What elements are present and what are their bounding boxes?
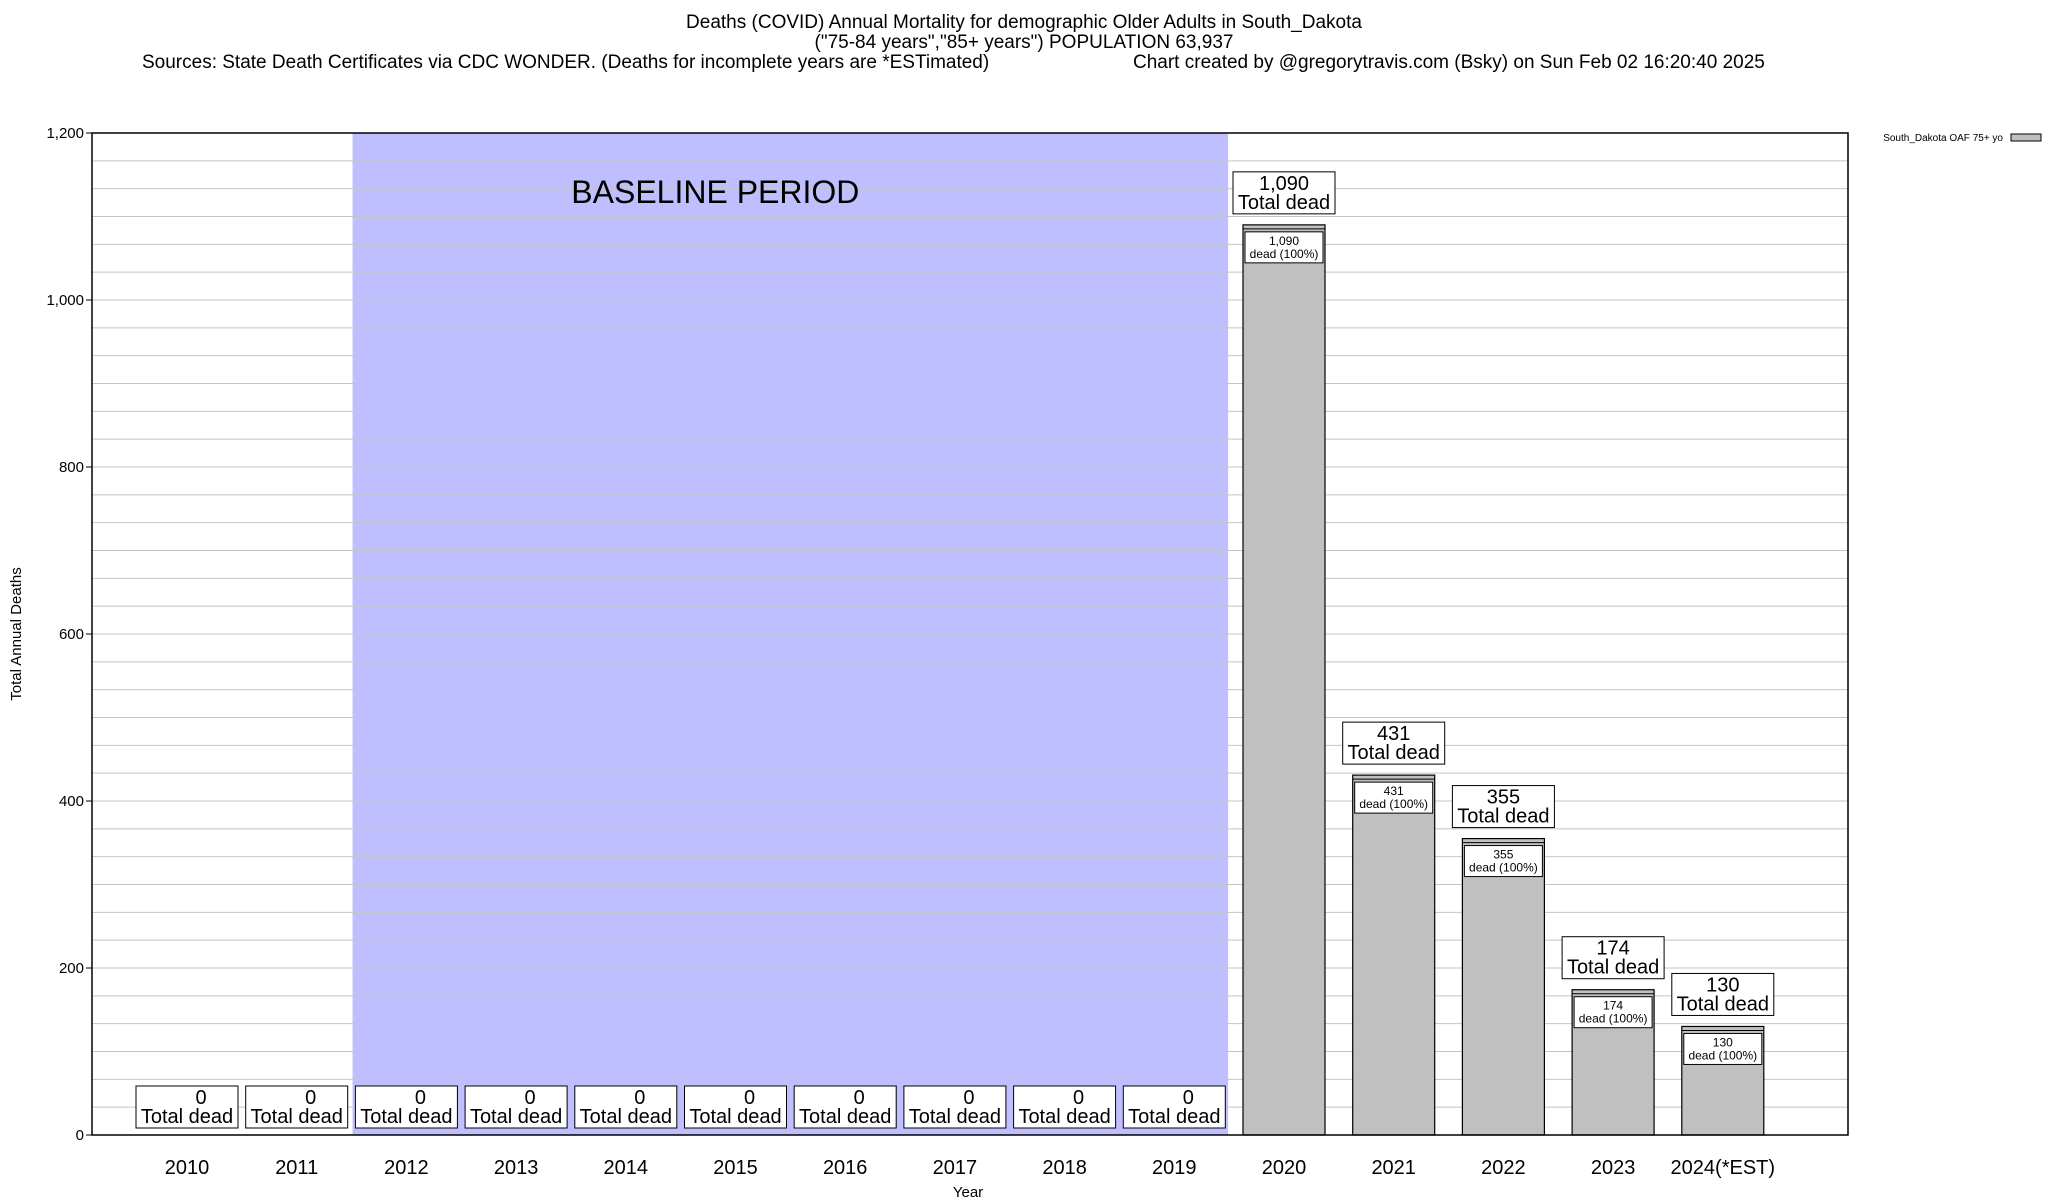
total-caption: Total dead (1018, 1106, 1110, 1128)
bar-label: 431 (1384, 784, 1404, 798)
total-caption: Total dead (580, 1106, 672, 1128)
bar-label: 1,090 (1269, 234, 1299, 248)
total-caption: Total dead (1567, 957, 1659, 979)
y-axis-label: Total Annual Deaths (8, 567, 25, 700)
total-label-box (1342, 721, 1446, 765)
x-tick-label: 2016 (823, 1157, 868, 1179)
x-tick-label: 2024(*EST) (1671, 1157, 1776, 1179)
total-label: 0 (1183, 1087, 1194, 1109)
total-label: 0 (525, 1087, 536, 1109)
y-tick-label: 800 (59, 459, 84, 476)
x-tick-label: 2022 (1481, 1157, 1526, 1179)
x-tick-label: 2010 (165, 1157, 210, 1179)
y-tick-label: 0 (76, 1127, 84, 1144)
y-tick-label: 400 (59, 793, 84, 810)
chart-credit: Chart created by @gregorytravis.com (Bsk… (1133, 52, 1765, 73)
total-label-box (135, 1085, 239, 1129)
bar (1352, 774, 1436, 1136)
total-caption: Total dead (470, 1106, 562, 1128)
plot-frame (91, 132, 1849, 1136)
total-label: 0 (1073, 1087, 1084, 1109)
total-caption: Total dead (251, 1106, 343, 1128)
total-label: 355 (1487, 787, 1520, 809)
x-tick-label: 2021 (1371, 1157, 1416, 1179)
bar-caption: dead (100%) (1469, 861, 1538, 875)
total-caption: Total dead (1457, 806, 1549, 828)
total-label: 0 (744, 1087, 755, 1109)
chart-title: Deaths (COVID) Annual Mortality for demo… (686, 12, 1362, 33)
x-tick-label: 2020 (1262, 1157, 1307, 1179)
total-label-box (1232, 171, 1336, 215)
total-label: 174 (1596, 938, 1629, 960)
bar-label: 355 (1493, 848, 1513, 862)
total-caption: Total dead (1677, 993, 1769, 1015)
total-caption: Total dead (141, 1106, 233, 1128)
total-caption: Total dead (1348, 742, 1440, 764)
total-label: 1,090 (1259, 173, 1309, 195)
bar-label-box (1463, 845, 1543, 878)
chart-sources: Sources: State Death Certificates via CD… (142, 52, 990, 73)
bar-caption: dead (100%) (1579, 1012, 1648, 1026)
bar-label-box (1683, 1032, 1763, 1065)
total-caption: Total dead (360, 1106, 452, 1128)
x-tick-label: 2019 (1152, 1157, 1197, 1179)
total-label-box (354, 1085, 458, 1129)
total-caption: Total dead (909, 1106, 1001, 1128)
y-tick-label: 1,200 (46, 125, 84, 142)
total-label: 0 (854, 1087, 865, 1109)
total-label-box (684, 1085, 787, 1129)
total-label: 0 (963, 1087, 974, 1109)
bar-caption: dead (100%) (1250, 247, 1319, 261)
total-label: 130 (1706, 974, 1739, 996)
total-label-box (903, 1085, 1007, 1129)
total-label: 0 (195, 1087, 206, 1109)
total-label: 0 (305, 1087, 316, 1109)
bar-label: 174 (1603, 999, 1623, 1013)
legend-label: South_Dakota OAF 75+ yo (1883, 133, 2003, 144)
total-label-box (1561, 936, 1665, 980)
x-tick-label: 2018 (1042, 1157, 1087, 1179)
x-tick-label: 2017 (933, 1157, 978, 1179)
y-tick-label: 600 (59, 626, 84, 643)
baseline-label: BASELINE PERIOD (571, 174, 859, 210)
total-label-box (1451, 785, 1555, 829)
bar-caption: dead (100%) (1688, 1048, 1757, 1062)
legend-swatch (2010, 133, 2042, 142)
y-tick-label: 200 (59, 960, 84, 977)
total-label-box (464, 1085, 568, 1129)
bar (1461, 837, 1546, 1136)
total-caption: Total dead (1238, 192, 1330, 214)
total-label-box (1122, 1085, 1226, 1129)
total-caption: Total dead (689, 1106, 781, 1128)
x-tick-label: 2015 (713, 1157, 758, 1179)
x-tick-label: 2012 (384, 1157, 429, 1179)
bar-label-box (1573, 996, 1653, 1029)
bar-label: 130 (1713, 1035, 1733, 1049)
bar-label-box (1354, 781, 1434, 814)
bar-label-box (1244, 231, 1324, 264)
total-label-box (574, 1085, 678, 1129)
total-label: 0 (415, 1087, 426, 1109)
bar (1242, 224, 1326, 1136)
total-label-box (793, 1085, 897, 1129)
x-tick-label: 2013 (494, 1157, 539, 1179)
total-label-box (245, 1085, 349, 1129)
total-caption: Total dead (799, 1106, 891, 1128)
total-caption: Total dead (1128, 1106, 1220, 1128)
x-tick-label: 2014 (604, 1157, 649, 1179)
x-axis-label: Year (953, 1184, 983, 1200)
y-tick-label: 1,000 (46, 292, 84, 309)
total-label-box (1013, 1085, 1117, 1129)
total-label: 0 (634, 1087, 645, 1109)
x-tick-label: 2011 (275, 1157, 318, 1179)
total-label: 431 (1377, 723, 1410, 745)
x-tick-label: 2023 (1591, 1157, 1636, 1179)
bar-caption: dead (100%) (1359, 797, 1428, 811)
total-label-box (1671, 972, 1775, 1016)
chart-subtitle: ("75-84 years","85+ years") POPULATION 6… (814, 32, 1234, 53)
